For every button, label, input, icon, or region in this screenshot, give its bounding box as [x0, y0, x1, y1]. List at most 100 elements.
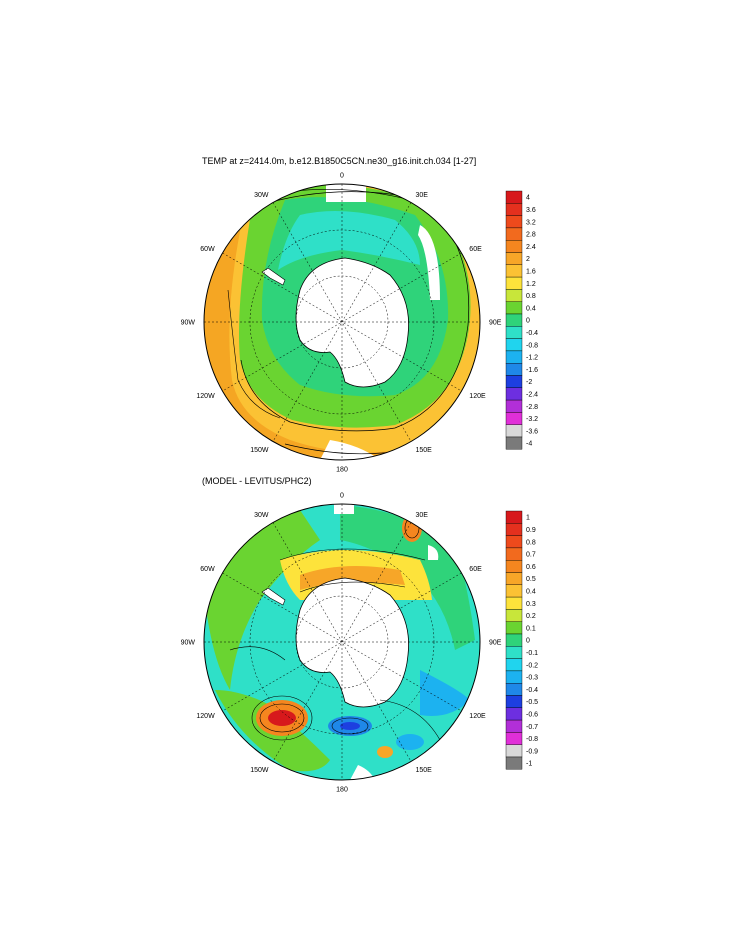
longitude-label: 150E	[416, 767, 433, 774]
colorbar-swatch	[505, 276, 523, 290]
colorbar-swatch	[505, 313, 523, 327]
longitude-label: 90E	[489, 640, 502, 647]
colorbar-swatch	[505, 621, 523, 635]
colorbar-label: -0.8	[526, 342, 538, 349]
colorbar-label: -0.8	[526, 736, 538, 743]
colorbar-label: 0.4	[526, 305, 536, 312]
colorbar-swatch	[505, 387, 523, 401]
colorbar-label: -0.4	[526, 330, 538, 337]
colorbar-label: -3.6	[526, 428, 538, 435]
colorbar-swatch	[505, 375, 523, 389]
longitude-label: 150E	[416, 447, 433, 454]
colorbar-label: -1	[526, 761, 532, 768]
colorbar-label: 1.6	[526, 268, 536, 275]
colorbar-swatch	[505, 683, 523, 696]
colorbar-label: -4	[526, 441, 532, 448]
colorbar-swatch	[505, 252, 523, 266]
longitude-label: 120E	[469, 393, 486, 400]
longitude-label: 150W	[250, 447, 269, 454]
longitude-label: 0	[340, 493, 344, 500]
colorbar-swatch	[505, 572, 523, 586]
colorbar-label: 0.6	[526, 564, 536, 571]
colorbar-label: 1	[526, 515, 530, 522]
colorbar-swatch	[505, 399, 523, 413]
panel2-title: (MODEL - LEVITUS/PHC2)	[202, 476, 312, 486]
colorbar-swatch	[505, 584, 523, 598]
panel1-longitude-labels: 0 30E 60E 90E 120E 150E 180 150W 120W 90W 60W 30W	[181, 173, 502, 474]
longitude-label: 60W	[200, 566, 215, 573]
colorbar-swatch	[505, 239, 523, 253]
colorbar-swatch	[505, 596, 523, 610]
colorbar-swatch	[505, 326, 523, 339]
panel1-polar-map: 0 30E 60E 90E 120E 150E 180 150W 120W 90W 60W 30W	[181, 173, 502, 474]
colorbar-label: 2.8	[526, 232, 536, 239]
colorbar-label: 4	[526, 195, 530, 202]
colorbar-label: -1.2	[526, 355, 538, 362]
longitude-label: 90E	[489, 320, 502, 327]
colorbar-swatch	[505, 190, 523, 204]
colorbar-swatch	[505, 350, 523, 364]
colorbar-swatch	[505, 203, 523, 216]
colorbar-label: -0.7	[526, 724, 538, 731]
colorbar-label: -0.4	[526, 687, 538, 694]
colorbar-swatch	[505, 695, 523, 709]
panel2-longitude-labels: 0 30E 60E 90E 120E 150E 180 150W 120W 90W 60W 30W	[181, 493, 502, 794]
colorbar-label: 0.1	[526, 625, 536, 632]
colorbar-label: 0.2	[526, 613, 536, 620]
colorbar-swatch	[505, 756, 523, 770]
panel2-graticule	[204, 504, 480, 780]
colorbar-label: 0.8	[526, 293, 536, 300]
longitude-label: 60E	[469, 566, 482, 573]
longitude-label: 30E	[416, 192, 429, 199]
longitude-label: 120W	[196, 393, 215, 400]
panel1-title: TEMP at z=2414.0m, b.e12.B1850C5CN.ne30_…	[202, 156, 477, 166]
panel1-graticule	[204, 184, 480, 460]
colorbar-label: -2	[526, 379, 532, 386]
colorbar-label: 2	[526, 256, 530, 263]
longitude-label: 30W	[254, 192, 269, 199]
colorbar-label: -2.8	[526, 404, 538, 411]
colorbar-swatch	[505, 363, 523, 376]
longitude-label: 30W	[254, 512, 269, 519]
colorbar-swatch	[505, 560, 523, 573]
colorbar-swatch	[505, 264, 523, 278]
panel2-colorbar: 1 0.9 0.8 0.7 0.6 0.5 0.4 0.3 0.2 0.1 0 -0.1 -0.2 -0.…	[505, 510, 538, 770]
colorbar-label: -2.4	[526, 391, 538, 398]
longitude-label: 0	[340, 173, 344, 180]
colorbar-label: -0.9	[526, 748, 538, 755]
panel2-map-border	[203, 503, 481, 781]
panel1-colorbar: 4 3.6 3.2 2.8 2.4 2 1.6 1.2 0.8 0.4 0 -0.4 -0.8 -1.2 -…	[505, 190, 538, 450]
colorbar-swatch	[505, 719, 523, 733]
longitude-label: 180	[336, 467, 348, 474]
panel1-fill-field	[204, 184, 480, 460]
colorbar-label: 3.2	[526, 219, 536, 226]
colorbar-label: 1.2	[526, 281, 536, 288]
longitude-label: 180	[336, 787, 348, 794]
colorbar-label: -0.3	[526, 675, 538, 682]
colorbar-label: 0.7	[526, 552, 536, 559]
colorbar-swatch	[505, 646, 523, 659]
colorbar-swatch	[505, 744, 523, 758]
colorbar-label: 0.4	[526, 588, 536, 595]
colorbar-swatch	[505, 732, 523, 745]
longitude-label: 90W	[181, 640, 196, 647]
colorbar-label: -0.5	[526, 699, 538, 706]
colorbar-label: -0.6	[526, 711, 538, 718]
colorbar-label: 0.8	[526, 539, 536, 546]
colorbar-swatch	[505, 436, 523, 450]
colorbar-swatch	[505, 523, 523, 536]
colorbar-swatch	[505, 412, 523, 425]
longitude-label: 60W	[200, 246, 215, 253]
colorbar-label: 0	[526, 318, 530, 325]
longitude-label: 60E	[469, 246, 482, 253]
colorbar-label: -0.1	[526, 650, 538, 657]
colorbar-swatch	[505, 289, 523, 302]
longitude-label: 150W	[250, 767, 269, 774]
colorbar-swatch	[505, 633, 523, 647]
colorbar-swatch	[505, 510, 523, 524]
colorbar-label: -0.2	[526, 662, 538, 669]
colorbar-swatch	[505, 707, 523, 721]
colorbar-swatch	[505, 658, 523, 672]
longitude-label: 120W	[196, 713, 215, 720]
